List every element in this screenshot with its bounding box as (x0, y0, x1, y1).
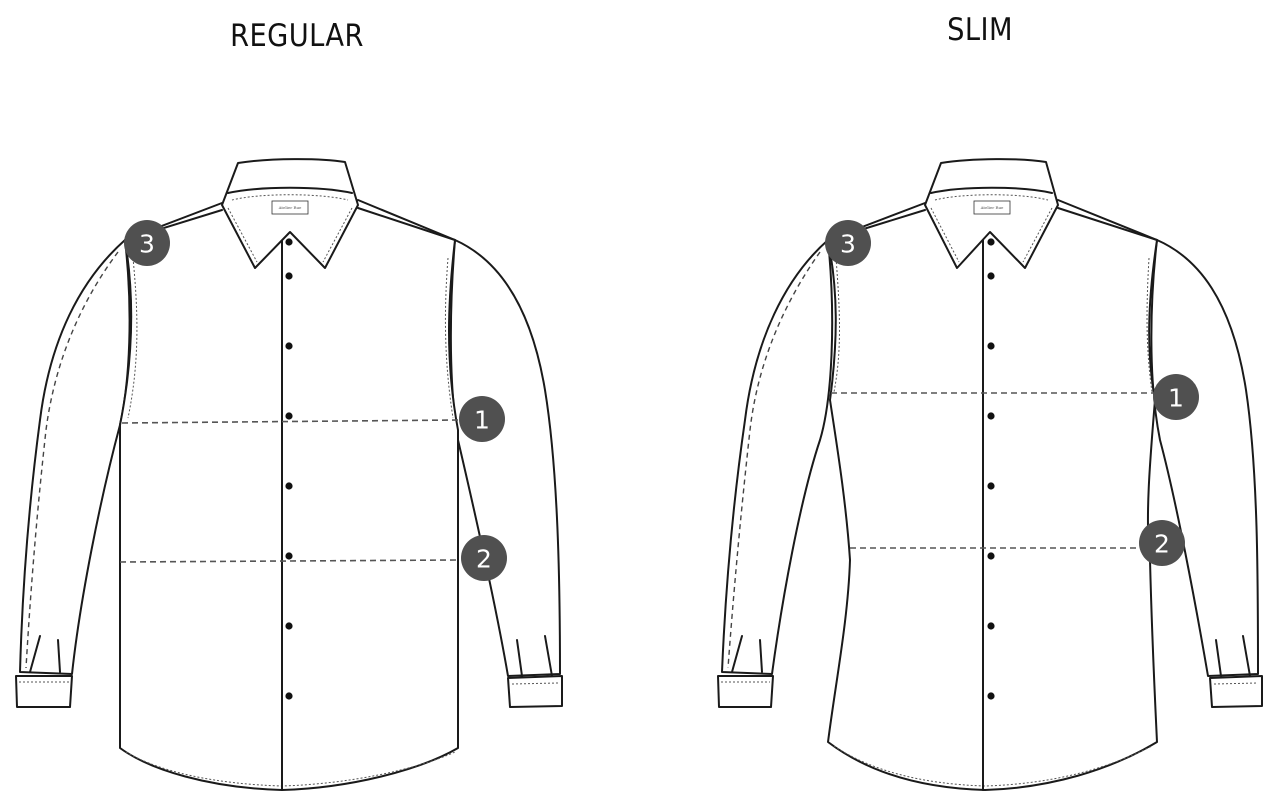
slim-shirt: Atelier Rue 3 1 2 (717, 158, 1263, 791)
svg-text:1: 1 (1168, 384, 1184, 413)
regular-badge-chest: 1 (459, 396, 505, 442)
regular-badge-shoulder: 3 (124, 220, 170, 266)
svg-text:1: 1 (474, 406, 490, 435)
slim-badge-waist: 2 (1139, 520, 1185, 566)
svg-text:2: 2 (1154, 530, 1170, 559)
regular-waist-line (119, 559, 459, 563)
regular-fit-title: REGULAR (230, 18, 364, 54)
slim-body (827, 199, 1158, 791)
slim-right-cuff (1209, 675, 1263, 708)
slim-badge-chest: 1 (1153, 374, 1199, 420)
regular-left-sleeve (19, 239, 131, 675)
regular-chest-line (121, 419, 459, 424)
slim-badge-shoulder: 3 (825, 220, 871, 266)
slim-fit-title: SLIM (947, 12, 1013, 48)
regular-shirt: Atelier Rue 3 1 2 (15, 158, 563, 791)
regular-left-cuff (15, 675, 73, 708)
regular-body (119, 199, 459, 791)
svg-text:Atelier Rue: Atelier Rue (980, 205, 1004, 210)
svg-text:3: 3 (139, 230, 155, 259)
regular-right-cuff (507, 675, 563, 708)
svg-text:3: 3 (840, 230, 856, 259)
slim-left-cuff (717, 675, 774, 708)
regular-badge-waist: 2 (461, 535, 507, 581)
slim-right-sleeve (1150, 239, 1259, 677)
svg-text:Atelier Rue: Atelier Rue (278, 205, 302, 210)
regular-right-sleeve (449, 239, 561, 677)
slim-left-sleeve (721, 239, 834, 675)
svg-text:2: 2 (476, 545, 492, 574)
